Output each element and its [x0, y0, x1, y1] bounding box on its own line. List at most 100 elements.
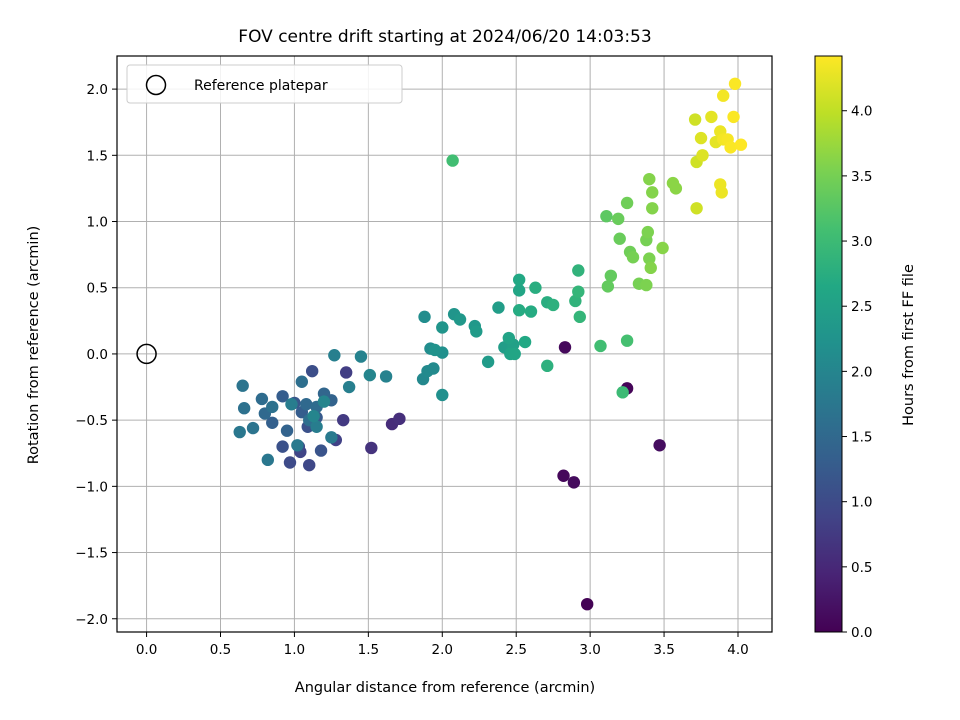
data-point: [342, 380, 356, 394]
x-tick-label: 3.5: [653, 642, 674, 658]
data-point: [715, 186, 728, 199]
data-point: [613, 232, 626, 245]
data-point: [541, 359, 554, 373]
data-point: [237, 402, 251, 415]
data-point: [643, 172, 656, 186]
data-point: [379, 370, 393, 383]
data-point: [567, 476, 581, 489]
data-point: [328, 349, 341, 362]
data-point: [266, 400, 279, 414]
data-point: [512, 284, 526, 297]
y-tick-label: −1.5: [75, 546, 108, 562]
data-point: [572, 264, 585, 277]
data-point: [558, 341, 572, 354]
data-point: [233, 425, 246, 439]
data-point: [283, 456, 297, 469]
data-point: [594, 339, 607, 353]
colorbar-tick-label: 0.0: [851, 625, 872, 641]
data-point: [280, 424, 294, 437]
data-point: [325, 431, 338, 444]
colorbar-tick-label: 0.5: [851, 560, 872, 576]
data-point: [261, 453, 275, 467]
x-tick-label: 1.0: [284, 642, 305, 658]
data-point: [307, 409, 320, 423]
data-point: [620, 334, 634, 347]
data-point: [688, 113, 702, 126]
data-point: [646, 186, 659, 199]
data-point: [276, 440, 289, 453]
colorbar-tick-label: 2.5: [851, 299, 872, 315]
data-point: [502, 331, 516, 345]
data-point: [300, 398, 313, 411]
data-point: [285, 398, 298, 411]
legend-entry: Reference platepar: [194, 78, 328, 94]
data-point: [524, 305, 538, 318]
x-tick-label: 0.5: [210, 642, 231, 658]
data-point: [393, 412, 406, 426]
colorbar: 0.0 0.5 1.0 1.5 2.0 2.5 3.0 3.5 4.0: [814, 55, 872, 641]
data-point: [512, 304, 526, 317]
data-point: [446, 154, 459, 167]
data-point: [255, 392, 269, 406]
data-point: [705, 110, 718, 124]
data-point: [724, 141, 737, 154]
data-point: [518, 335, 532, 349]
data-point: [305, 364, 319, 378]
data-point: [337, 413, 350, 427]
data-point: [266, 416, 279, 429]
data-point: [557, 469, 570, 482]
data-point: [546, 298, 560, 312]
x-tick-label: 4.0: [727, 642, 748, 658]
data-point: [644, 261, 657, 275]
data-point: [600, 210, 613, 223]
data-point: [354, 350, 368, 363]
data-point: [529, 281, 542, 294]
x-tick-label: 3.0: [579, 642, 600, 658]
y-tick-label: −0.5: [75, 413, 108, 429]
data-point: [436, 388, 449, 402]
chart-title: FOV centre drift starting at 2024/06/20 …: [238, 27, 651, 47]
colorbar-tick-label: 1.0: [851, 495, 872, 511]
data-point: [436, 321, 449, 334]
data-point: [470, 325, 483, 338]
data-point: [363, 368, 377, 382]
legend-marker: [145, 74, 167, 96]
y-tick-label: 0.5: [87, 281, 108, 297]
colorbar-gradient: [814, 55, 843, 633]
colorbar-tick-label: 1.5: [851, 430, 872, 446]
data-point: [246, 421, 260, 435]
data-point: [653, 439, 666, 452]
x-tick-label: 0.0: [136, 642, 157, 658]
x-tick-label: 2.0: [432, 642, 453, 658]
data-point: [310, 420, 323, 433]
data-point: [694, 131, 708, 145]
colorbar-tick-label: 2.0: [851, 364, 872, 380]
data-point: [572, 285, 585, 298]
colorbar-tick-label: 3.5: [851, 169, 872, 185]
reference-marker: [136, 343, 157, 365]
data-point: [428, 343, 442, 357]
data-point: [481, 355, 495, 369]
y-tick-label: −2.0: [75, 612, 108, 628]
y-tick-label: 0.0: [87, 347, 108, 363]
x-tick-label: 1.5: [358, 642, 379, 658]
y-tick-label: −1.0: [75, 479, 108, 495]
data-point: [696, 149, 709, 162]
data-point: [643, 252, 656, 265]
data-point: [314, 444, 328, 457]
plot-frame: [116, 55, 773, 633]
data-point: [640, 278, 653, 292]
data-point: [601, 280, 615, 293]
data-point: [656, 241, 669, 255]
data-point: [669, 182, 683, 195]
data-point: [626, 251, 640, 264]
data-point: [641, 225, 655, 239]
data-point: [492, 301, 505, 314]
data-point: [604, 269, 618, 283]
legend: Reference platepar: [126, 64, 403, 104]
data-point: [317, 395, 331, 408]
data-point: [339, 366, 353, 379]
data-point: [512, 273, 526, 286]
data-point: [418, 310, 431, 324]
